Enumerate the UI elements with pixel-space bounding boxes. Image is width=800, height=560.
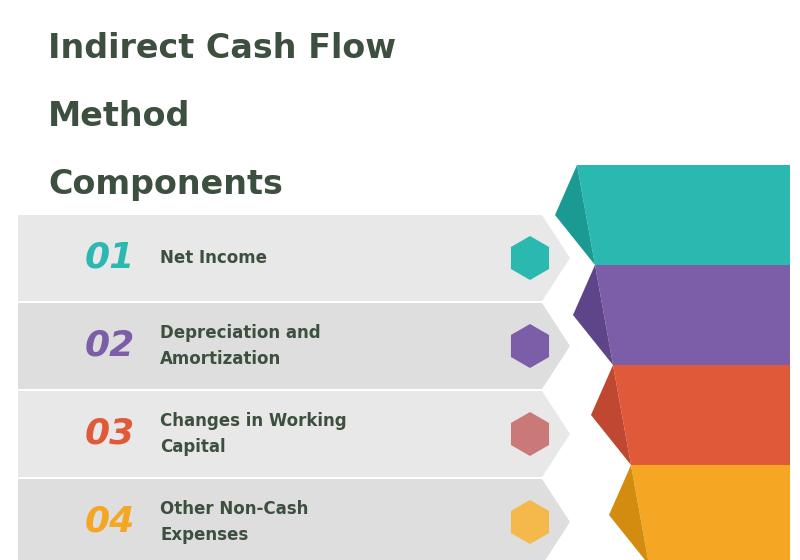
Polygon shape xyxy=(577,165,790,265)
Text: Net Income: Net Income xyxy=(160,249,267,267)
Text: Depreciation and
Amortization: Depreciation and Amortization xyxy=(160,324,321,367)
Polygon shape xyxy=(595,265,790,365)
Text: Components: Components xyxy=(48,168,283,201)
Polygon shape xyxy=(613,365,790,465)
Text: Method: Method xyxy=(48,100,190,133)
Polygon shape xyxy=(18,391,570,477)
Text: 03: 03 xyxy=(85,417,135,451)
Text: 04: 04 xyxy=(85,505,135,539)
Polygon shape xyxy=(18,303,570,389)
Polygon shape xyxy=(511,236,549,280)
Polygon shape xyxy=(631,465,790,560)
Polygon shape xyxy=(591,365,631,465)
Text: 02: 02 xyxy=(85,329,135,363)
Polygon shape xyxy=(573,265,613,365)
Polygon shape xyxy=(18,479,570,560)
Polygon shape xyxy=(511,324,549,368)
Polygon shape xyxy=(555,165,595,265)
Text: Indirect Cash Flow: Indirect Cash Flow xyxy=(48,32,396,65)
Polygon shape xyxy=(609,465,649,560)
Polygon shape xyxy=(511,500,549,544)
Polygon shape xyxy=(18,215,570,301)
Text: 01: 01 xyxy=(85,241,135,275)
Text: Other Non-Cash
Expenses: Other Non-Cash Expenses xyxy=(160,501,308,544)
Polygon shape xyxy=(511,412,549,456)
Text: Changes in Working
Capital: Changes in Working Capital xyxy=(160,413,346,455)
